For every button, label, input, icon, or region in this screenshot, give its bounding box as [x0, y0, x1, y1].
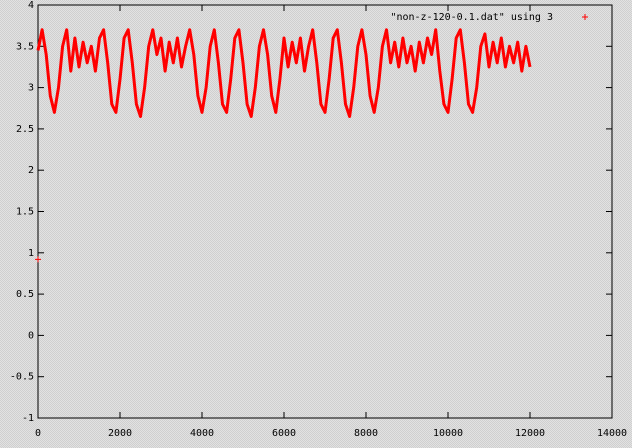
- y-tick-label: 2.5: [16, 124, 34, 135]
- y-tick-label: 1: [28, 248, 34, 259]
- legend-marker: [582, 14, 588, 20]
- x-tick-label: 12000: [515, 428, 545, 439]
- x-tick-label: 14000: [597, 428, 627, 439]
- y-tick-label: 3.5: [16, 41, 34, 52]
- x-tick-label: 2000: [108, 428, 132, 439]
- y-tick-label: 4: [28, 0, 34, 11]
- y-tick-label: 0: [28, 330, 34, 341]
- y-tick-label: 1.5: [16, 207, 34, 218]
- y-tick-label: 2: [28, 165, 34, 176]
- x-tick-label: 0: [35, 428, 41, 439]
- data-point: [35, 256, 41, 263]
- y-tick-label: 3: [28, 83, 34, 94]
- y-tick-label: 0.5: [16, 289, 34, 300]
- y-tick-label: -0.5: [10, 372, 34, 383]
- legend-label: "non-z-120-0.1.dat" using 3: [390, 12, 553, 23]
- x-tick-label: 10000: [433, 428, 463, 439]
- y-tick-label: -1: [22, 413, 34, 424]
- data-line: [36, 28, 532, 119]
- x-tick-label: 4000: [190, 428, 214, 439]
- x-tick-label: 8000: [354, 428, 378, 439]
- x-tick-label: 6000: [272, 428, 296, 439]
